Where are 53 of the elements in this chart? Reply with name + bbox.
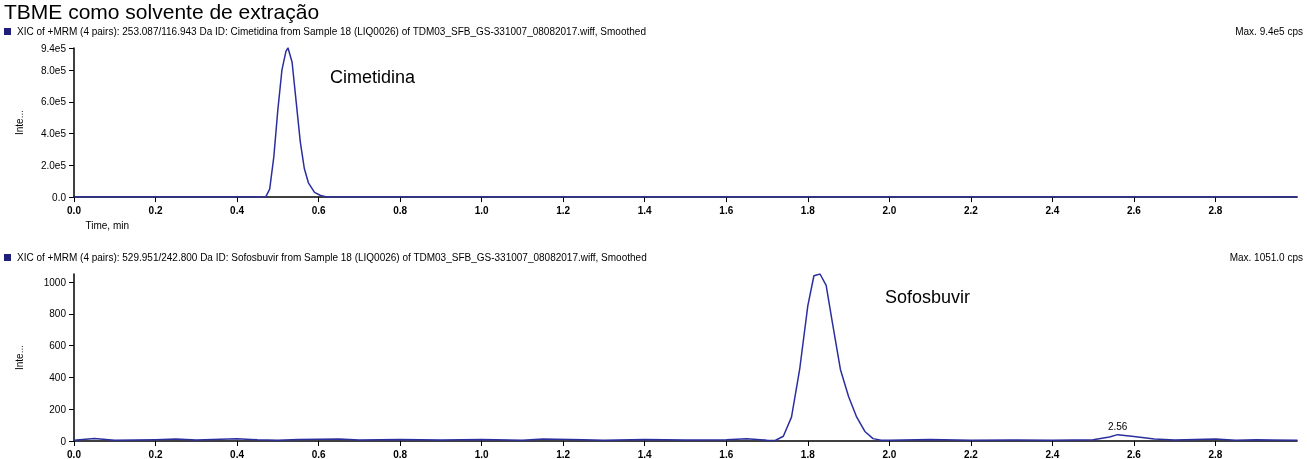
x-tick-label: 2.8 xyxy=(1208,204,1223,216)
x-tick-label: 2.0 xyxy=(882,448,897,459)
chart-title: TBME como solvente de extração xyxy=(4,0,320,24)
x-tick-label: 1.8 xyxy=(800,448,816,459)
x-tick-label: 1.4 xyxy=(637,448,653,459)
x-tick-label: 2.8 xyxy=(1208,448,1223,459)
y-tick-label: 200 xyxy=(49,403,67,415)
x-tick-label: 0.6 xyxy=(311,448,326,459)
y-tick-label: 9.4e5 xyxy=(40,42,67,54)
x-tick-label: 1.6 xyxy=(719,204,734,216)
x-tick-label: 1.2 xyxy=(556,204,571,216)
x-tick-label: 1.0 xyxy=(474,204,490,216)
x-axis-title: Time, min xyxy=(85,219,130,231)
annotation: Sofosbuvir xyxy=(885,287,971,307)
x-tick-label: 1.8 xyxy=(800,204,816,216)
y-tick-label: 800 xyxy=(49,308,67,320)
x-tick-label: 2.6 xyxy=(1126,448,1142,459)
x-tick-label: 2.4 xyxy=(1045,204,1060,216)
y-tick-label: 0 xyxy=(60,435,67,447)
chart-subtitle: XIC of +MRM (4 pairs): 529.951/242.800 Da ID: Sofosbuvir from Sample 18 (LIQ0026) of TDM03_SFB_GS-331007_08082017.wiff, Smoothed xyxy=(17,252,647,263)
x-tick-label: 0.8 xyxy=(393,204,408,216)
y-tick-label: 600 xyxy=(49,340,67,352)
x-tick-label: 2.2 xyxy=(963,204,979,216)
y-tick-label: 4.0e5 xyxy=(40,128,67,140)
x-tick-label: 0.6 xyxy=(311,204,326,216)
x-tick-label: 1.6 xyxy=(719,448,734,459)
x-tick-label: 0.0 xyxy=(67,204,82,216)
x-tick-label: 0.0 xyxy=(67,448,82,459)
x-tick-label: 1.2 xyxy=(556,448,571,459)
annotation: 2.56 xyxy=(1107,421,1128,433)
x-tick-label: 0.4 xyxy=(230,204,245,216)
y-tick-label: 6.0e5 xyxy=(40,96,67,108)
y-tick-label: 400 xyxy=(49,371,67,383)
x-tick-label: 0.4 xyxy=(230,448,245,459)
y-axis-title: Inte... xyxy=(13,110,25,136)
chart-subtitle: XIC of +MRM (4 pairs): 253.087/116.943 Da ID: Cimetidina from Sample 18 (LIQ0026) of TDM03_SFB_GS-331007_08082017.wiff, Smoothed xyxy=(17,26,646,37)
y-tick-label: 1000 xyxy=(43,276,67,288)
x-tick-label: 0.8 xyxy=(393,448,408,459)
text: Max. 1051.0 cps xyxy=(1229,252,1303,263)
annotation: Cimetidina xyxy=(330,67,417,87)
x-tick-label: 1.4 xyxy=(637,204,653,216)
y-axis-title: Inte... xyxy=(13,344,25,371)
text: Max. 9.4e5 cps xyxy=(1235,26,1303,37)
x-tick-label: 2.2 xyxy=(963,448,979,459)
x-tick-label: 0.2 xyxy=(148,204,163,216)
x-tick-label: 2.6 xyxy=(1126,204,1142,216)
x-tick-label: 2.0 xyxy=(882,204,897,216)
y-tick-label: 0.0 xyxy=(52,191,67,203)
x-tick-label: 0.2 xyxy=(148,448,163,459)
y-tick-label: 2.0e5 xyxy=(40,159,67,171)
y-tick-label: 8.0e5 xyxy=(40,64,67,76)
x-tick-label: 2.4 xyxy=(1045,448,1060,459)
x-tick-label: 1.0 xyxy=(474,448,490,459)
